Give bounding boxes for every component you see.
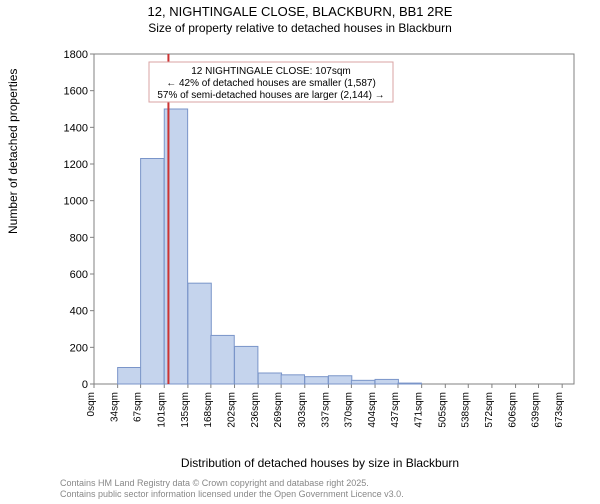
y-axis-label: Number of detached properties xyxy=(6,69,20,234)
y-tick-label: 0 xyxy=(82,379,88,391)
x-tick-label: 337sqm xyxy=(320,392,331,428)
footer-line2: Contains public sector information licen… xyxy=(60,489,404,499)
y-tick-label: 1600 xyxy=(64,86,88,98)
histogram-bar xyxy=(398,383,421,384)
x-tick-label: 101sqm xyxy=(156,392,167,428)
chart-title-main: 12, NIGHTINGALE CLOSE, BLACKBURN, BB1 2R… xyxy=(0,4,600,19)
histogram-bar xyxy=(281,375,304,384)
x-tick-label: 572sqm xyxy=(484,392,495,428)
y-tick-label: 600 xyxy=(70,269,88,281)
y-tick-label: 1000 xyxy=(64,196,88,208)
x-tick-label: 370sqm xyxy=(343,392,354,428)
x-tick-label: 202sqm xyxy=(227,392,238,428)
plot-area: 0 200 400 600 800 1000 1200 1400 1600 1800 0sqm 34s… xyxy=(60,48,580,428)
x-tick-label: 404sqm xyxy=(367,392,378,428)
histogram-bar xyxy=(235,346,258,384)
x-tick-label: 168sqm xyxy=(203,392,214,428)
y-tick-label: 1400 xyxy=(64,122,88,134)
chart-container: 12, NIGHTINGALE CLOSE, BLACKBURN, BB1 2R… xyxy=(0,4,600,504)
x-tick-label: 236sqm xyxy=(250,392,261,428)
histogram-bar xyxy=(211,335,234,384)
x-tick-label: 538sqm xyxy=(460,392,471,428)
x-tick-label: 303sqm xyxy=(297,392,308,428)
histogram-bar xyxy=(328,376,351,384)
x-tick-label: 0sqm xyxy=(86,392,97,416)
x-tick-label: 639sqm xyxy=(531,392,542,428)
histogram-bar xyxy=(258,373,281,384)
histogram-svg: 0 200 400 600 800 1000 1200 1400 1600 1800 0sqm 34s… xyxy=(60,48,580,428)
x-tick-label: 67sqm xyxy=(133,392,144,422)
x-tick-label: 505sqm xyxy=(437,392,448,428)
y-tick-label: 200 xyxy=(70,342,88,354)
footer-attribution: Contains HM Land Registry data © Crown c… xyxy=(60,478,404,500)
x-tick-label: 135sqm xyxy=(180,392,191,428)
histogram-bar xyxy=(305,377,328,384)
x-axis-label: Distribution of detached houses by size … xyxy=(60,456,580,470)
x-tick-label: 269sqm xyxy=(273,392,284,428)
annotation-line3: 57% of semi-detached houses are larger (… xyxy=(157,90,384,101)
histogram-bar xyxy=(141,159,164,385)
annotation-line2: ← 42% of detached houses are smaller (1,… xyxy=(166,78,376,89)
histogram-bar xyxy=(351,380,374,384)
histogram-bar xyxy=(188,283,211,384)
x-tick-label: 673sqm xyxy=(554,392,565,428)
x-tick-label: 437sqm xyxy=(390,392,401,428)
x-tick-label: 606sqm xyxy=(508,392,519,428)
chart-title-sub: Size of property relative to detached ho… xyxy=(0,21,600,35)
y-tick-label: 1800 xyxy=(64,49,88,61)
histogram-bar xyxy=(375,379,398,384)
footer-line1: Contains HM Land Registry data © Crown c… xyxy=(60,478,369,488)
y-tick-label: 1200 xyxy=(64,159,88,171)
x-tick-label: 34sqm xyxy=(110,392,121,422)
x-tick-label: 471sqm xyxy=(414,392,425,428)
y-tick-label: 400 xyxy=(70,306,88,318)
histogram-bar xyxy=(118,368,141,385)
y-tick-label: 800 xyxy=(70,232,88,244)
annotation-line1: 12 NIGHTINGALE CLOSE: 107sqm xyxy=(191,66,351,77)
